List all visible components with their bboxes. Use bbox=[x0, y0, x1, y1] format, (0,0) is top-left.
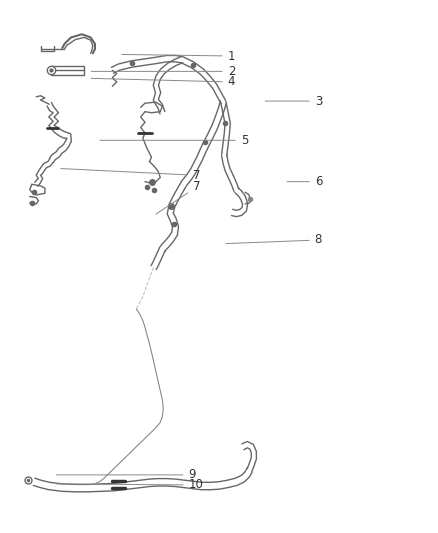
Text: 5: 5 bbox=[100, 134, 248, 147]
Text: 4: 4 bbox=[91, 76, 235, 88]
Text: 7: 7 bbox=[156, 181, 201, 214]
Text: 9: 9 bbox=[57, 469, 196, 481]
Text: 7: 7 bbox=[61, 168, 201, 182]
Text: 2: 2 bbox=[91, 65, 235, 78]
Text: 6: 6 bbox=[287, 175, 322, 188]
Text: 8: 8 bbox=[226, 233, 322, 246]
Text: 3: 3 bbox=[265, 94, 322, 108]
Text: 10: 10 bbox=[57, 479, 203, 491]
Text: 1: 1 bbox=[122, 50, 235, 62]
